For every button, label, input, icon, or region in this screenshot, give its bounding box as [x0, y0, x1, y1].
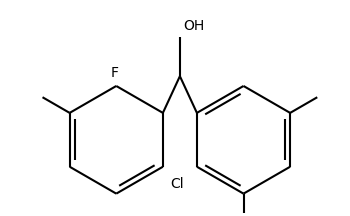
Text: F: F	[110, 66, 118, 80]
Text: Cl: Cl	[171, 176, 184, 191]
Text: OH: OH	[183, 19, 204, 33]
